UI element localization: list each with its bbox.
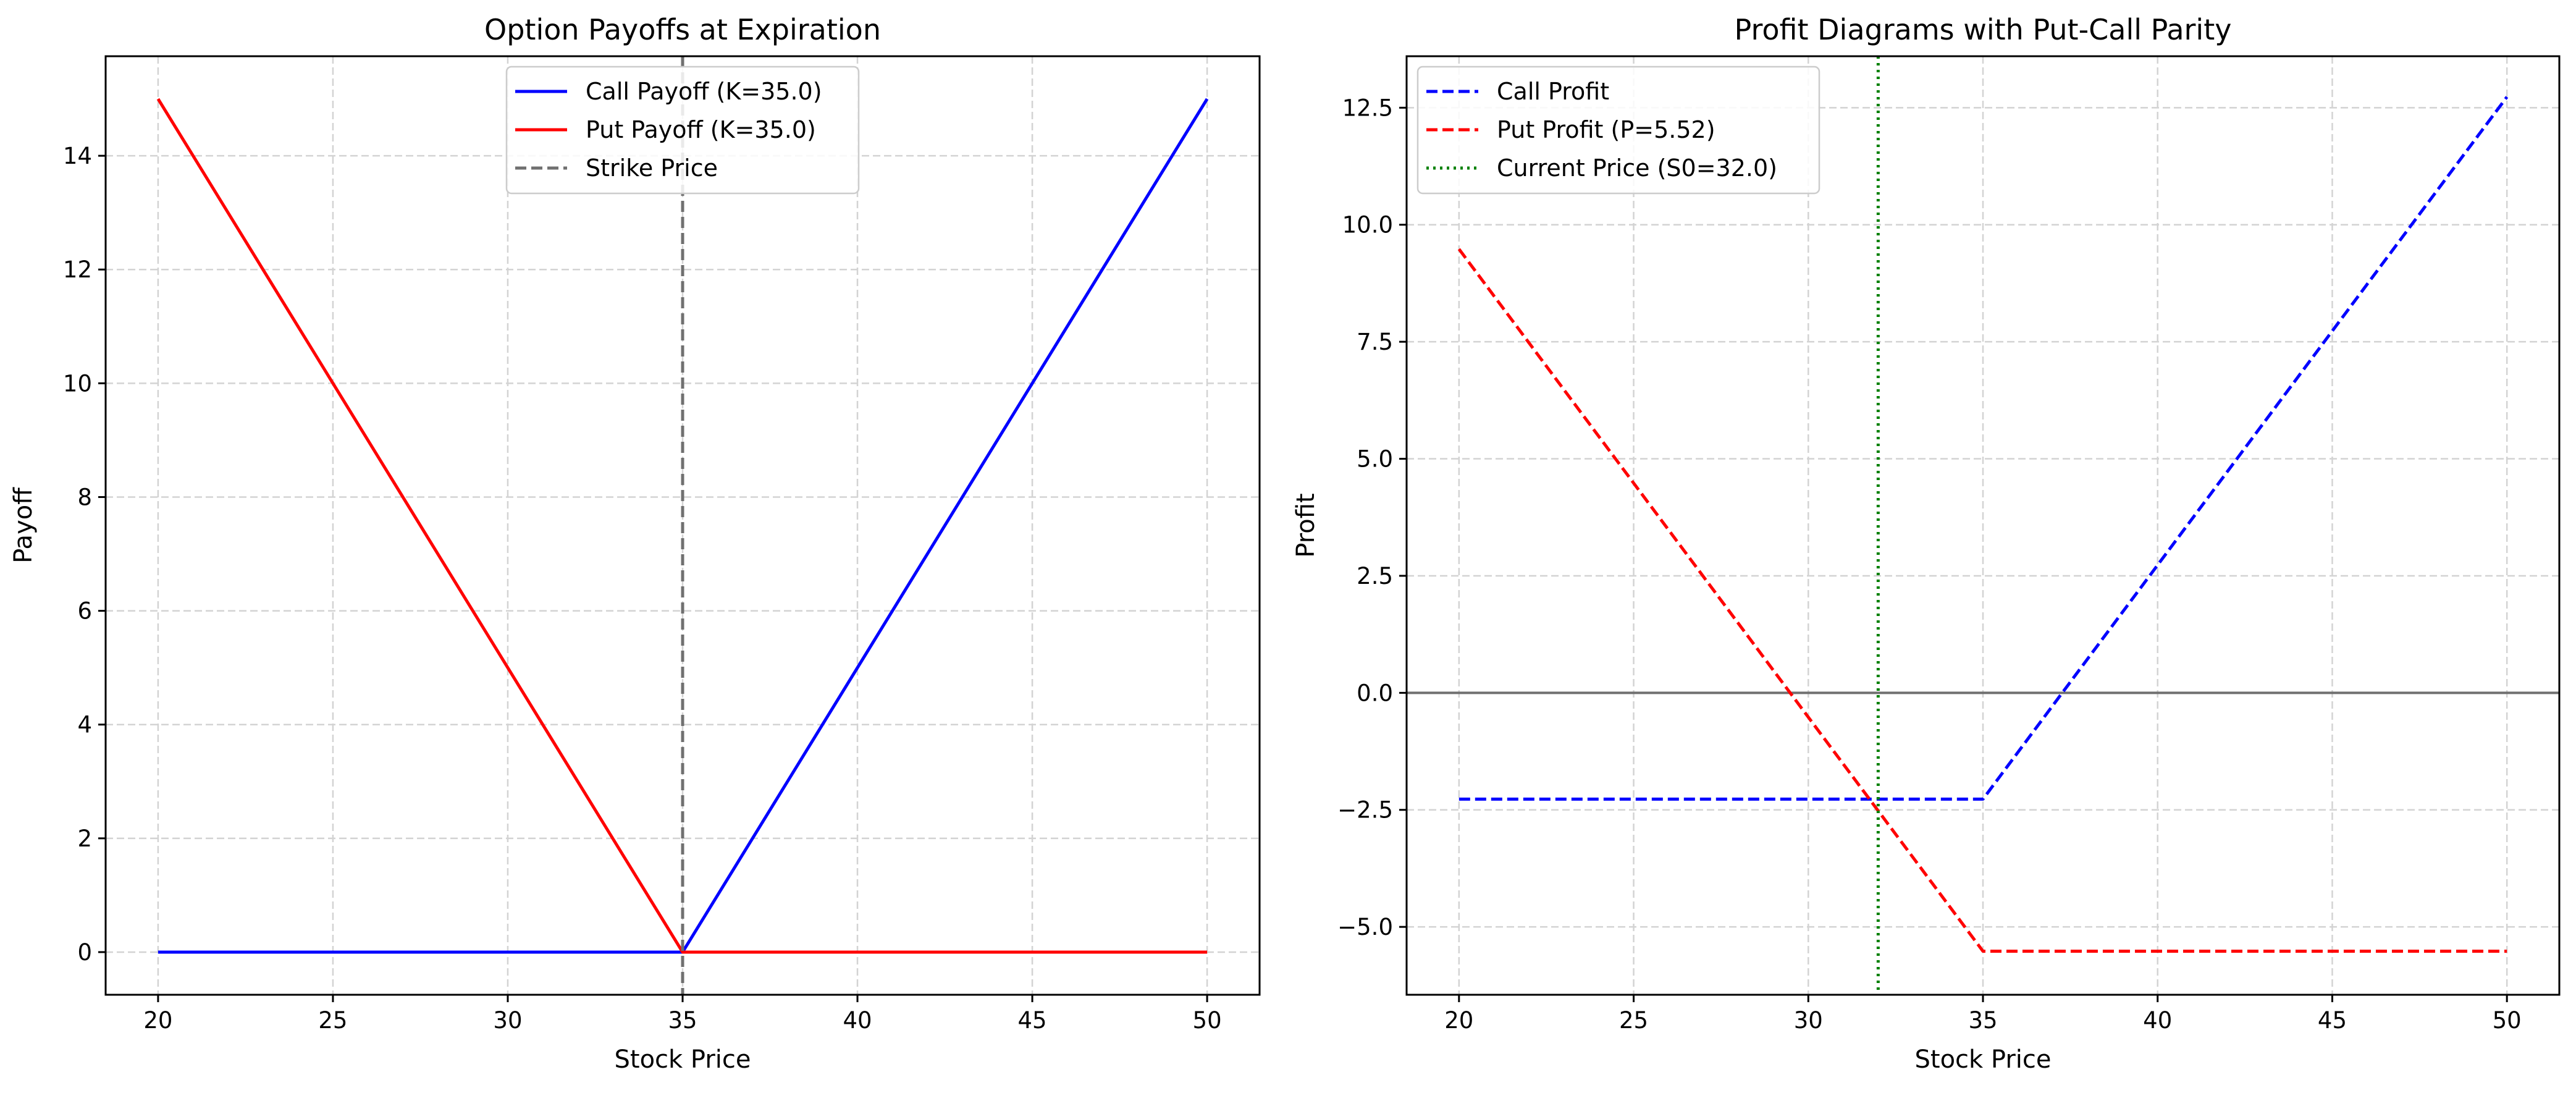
legend-box [1416, 65, 1820, 195]
x-tick-label: 45 [2318, 1007, 2347, 1034]
y-tick-label: 4 [77, 712, 92, 738]
y-tick-label: 8 [77, 484, 92, 510]
y-tick-label: 12.5 [1342, 95, 1393, 121]
x-tick-label: 45 [1018, 1007, 1047, 1034]
y-tick-label: 7.5 [1357, 329, 1393, 355]
x-axis-label: Stock Price [1915, 1045, 2052, 1074]
y-tick-label: 0 [77, 939, 92, 966]
x-tick-label: 35 [1968, 1007, 1997, 1034]
y-tick-label: 14 [63, 143, 92, 169]
legend-label: Put Payoff (K=35.0) [586, 116, 816, 143]
right-chart-panel: 20 25 30 35 40 45 50 −5.0 −2.5 0.0 2.5 5.0 7.5 10.0 12… [1292, 13, 2561, 1074]
x-tick-label: 50 [2493, 1007, 2522, 1034]
x-tick-label: 40 [843, 1007, 872, 1034]
legend-label: Call Profit [1497, 78, 1609, 105]
x-axis-label: Stock Price [615, 1045, 751, 1074]
x-tick-label: 35 [668, 1007, 697, 1034]
x-tick-label: 25 [318, 1007, 347, 1034]
y-axis-label: Profit [1292, 493, 1320, 557]
x-tick-label: 50 [1193, 1007, 1222, 1034]
legend: Call Profit Put Profit (P=5.52) Current Pr… [1416, 65, 1820, 195]
y-tick-label: 0.0 [1357, 680, 1393, 706]
y-axis-label: Payoff [9, 487, 38, 563]
x-tick-label: 20 [143, 1007, 172, 1034]
left-chart-panel: 20 25 30 35 40 45 50 0 2 4 6 8 10 12 14 Option Payoffs … [9, 13, 1261, 1074]
y-tick-label: 2 [77, 825, 92, 852]
x-tick-label: 30 [493, 1007, 522, 1034]
x-tick-label: 30 [1794, 1007, 1823, 1034]
legend-label: Current Price (S0=32.0) [1497, 154, 1777, 182]
x-tick-label: 40 [2143, 1007, 2172, 1034]
chart-title: Option Payoffs at Expiration [484, 13, 881, 46]
y-tick-label: 10.0 [1342, 212, 1393, 238]
series-line-0 [1458, 96, 2509, 801]
legend: Call Payoff (K=35.0) Put Payoff (K=35.0) S… [505, 65, 860, 195]
legend-label: Strike Price [586, 154, 718, 182]
legend-label: Put Profit (P=5.52) [1497, 116, 1715, 143]
y-tick-label: 5.0 [1357, 446, 1393, 473]
y-tick-label: 2.5 [1357, 563, 1393, 589]
x-tick-label: 25 [1619, 1007, 1648, 1034]
legend-box [505, 65, 860, 195]
y-tick-label: −5.0 [1337, 914, 1393, 940]
x-tick-label: 20 [1444, 1007, 1473, 1034]
y-tick-label: 6 [77, 598, 92, 625]
y-tick-label: 10 [63, 370, 92, 397]
y-tick-label: −2.5 [1337, 797, 1393, 824]
legend-label: Call Payoff (K=35.0) [586, 78, 822, 105]
series-line-1 [1457, 248, 2507, 953]
chart-title: Profit Diagrams with Put-Call Parity [1735, 13, 2232, 46]
y-tick-label: 12 [63, 256, 92, 283]
series-line-1 [156, 98, 1208, 954]
